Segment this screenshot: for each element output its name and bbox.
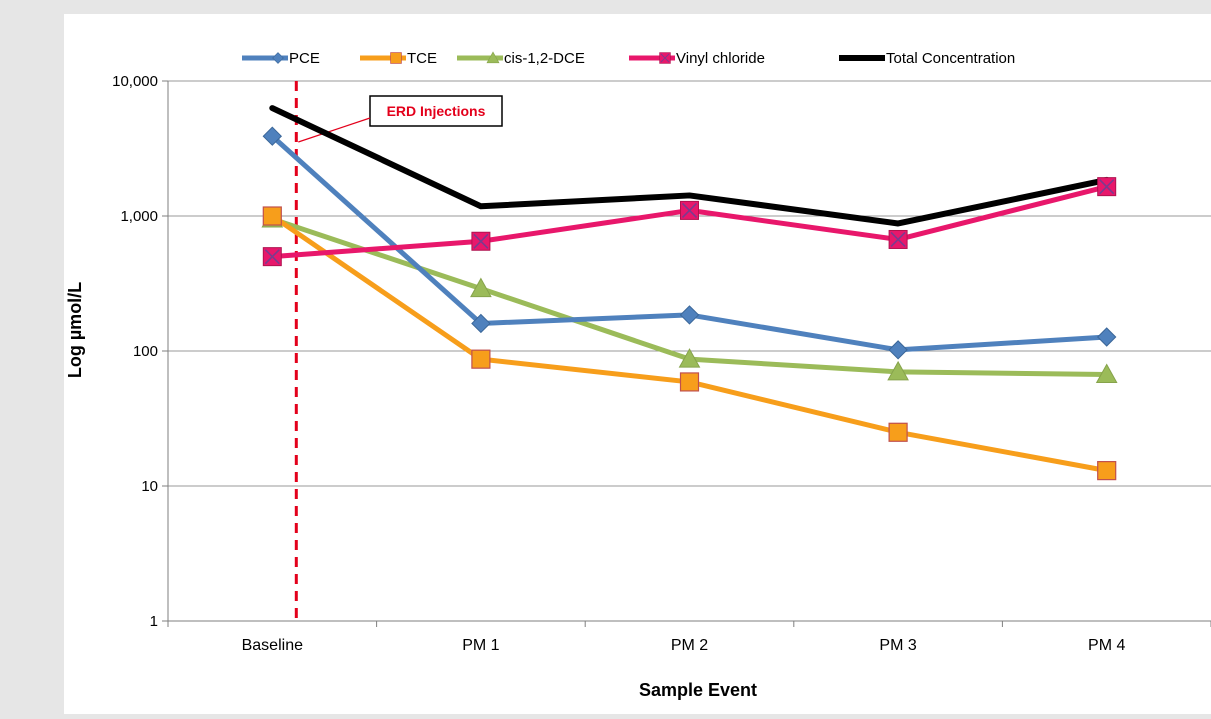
series-point: [262, 126, 283, 146]
x-tick-label: PM 4: [1088, 637, 1125, 654]
y-tick-labels: 1 10 100 1,000 10,000: [112, 73, 158, 630]
y-tick-label: 100: [133, 343, 158, 360]
point-cross: [681, 202, 698, 218]
series-point: [680, 200, 699, 220]
point-cross: [473, 233, 489, 249]
line-chart: 1 10 100 1,000 10,000 Baseline PM 1 PM 2 PM 3 PM…: [65, 50, 1211, 700]
x-tick-labels: Baseline PM 1 PM 2 PM 3 PM 4: [242, 637, 1126, 654]
series-point: [678, 348, 701, 368]
series-point: [888, 340, 908, 360]
series-point: [471, 349, 491, 369]
series-tce: [262, 206, 1117, 481]
series-point: [888, 422, 908, 442]
x-axis-title: Sample Event: [639, 680, 757, 700]
axes: [162, 80, 1211, 627]
series-point: [471, 313, 491, 334]
series-point: [262, 206, 282, 226]
series-point: [1096, 327, 1117, 347]
chart-frame: 1 10 100 1,000 10,000 Baseline PM 1 PM 2 PM 3 PM…: [64, 14, 1211, 714]
series-point: [486, 51, 500, 64]
annotation-box: [369, 95, 503, 127]
y-tick-label: 10: [141, 478, 158, 495]
series-point: [390, 52, 402, 64]
series-point: [1097, 461, 1117, 481]
annotation-label: ERD Injections: [387, 103, 486, 119]
x-tick-label: Baseline: [242, 637, 303, 654]
series-point: [471, 231, 491, 251]
x-tick-label: PM 2: [671, 637, 708, 654]
series-point: [659, 52, 671, 64]
legend-label: Total Concentration: [886, 50, 1015, 67]
series-vinyl-chloride: [262, 177, 1117, 267]
legend-swatch-marker: [486, 51, 500, 64]
point-cross: [660, 53, 670, 63]
legend-entry: TCE: [360, 50, 437, 67]
series-point: [679, 305, 700, 325]
point-cross: [890, 231, 906, 248]
legend-label: Vinyl chloride: [676, 50, 765, 67]
y-tick-label: 10,000: [112, 73, 158, 90]
x-tick-label: PM 3: [879, 637, 916, 654]
series-point: [887, 360, 909, 381]
legend-entry: PCE: [242, 50, 320, 67]
legend-swatch-marker: [272, 52, 284, 64]
legend-label: cis-1,2-DCE: [504, 50, 585, 67]
series-point: [888, 229, 908, 249]
series-point: [679, 372, 700, 392]
series-pce: [262, 126, 1117, 360]
series-layer: [261, 105, 1118, 481]
series-point: [470, 277, 492, 298]
y-tick-label: 1: [150, 613, 158, 630]
y-tick-label: 1,000: [120, 208, 158, 225]
series-total-concentration: [269, 105, 1110, 227]
series-point: [1095, 363, 1118, 383]
series-point: [272, 52, 284, 64]
legend-swatch-marker: [390, 52, 402, 64]
series-point: [262, 247, 282, 267]
y-axis-title: Log µmol/L: [65, 282, 85, 378]
legend-label: PCE: [289, 50, 320, 67]
point-cross: [1099, 179, 1115, 195]
legend: PCE TCE cis-1,2-DCE Vinyl chloride Total Con…: [242, 50, 1015, 67]
annotation-leader: [298, 117, 371, 143]
series-line: [269, 105, 1110, 227]
legend-entry: cis-1,2-DCE: [457, 50, 585, 67]
gridlines: [168, 80, 1211, 487]
legend-entry: Vinyl chloride: [629, 50, 765, 67]
annotation-layer: ERD Injections: [294, 81, 503, 621]
series-point: [1097, 177, 1117, 197]
legend-swatch-marker: [659, 52, 671, 64]
legend-label: TCE: [407, 50, 437, 67]
point-cross: [264, 249, 280, 265]
legend-entry: Total Concentration: [839, 50, 1015, 67]
x-tick-label: PM 1: [462, 637, 499, 654]
